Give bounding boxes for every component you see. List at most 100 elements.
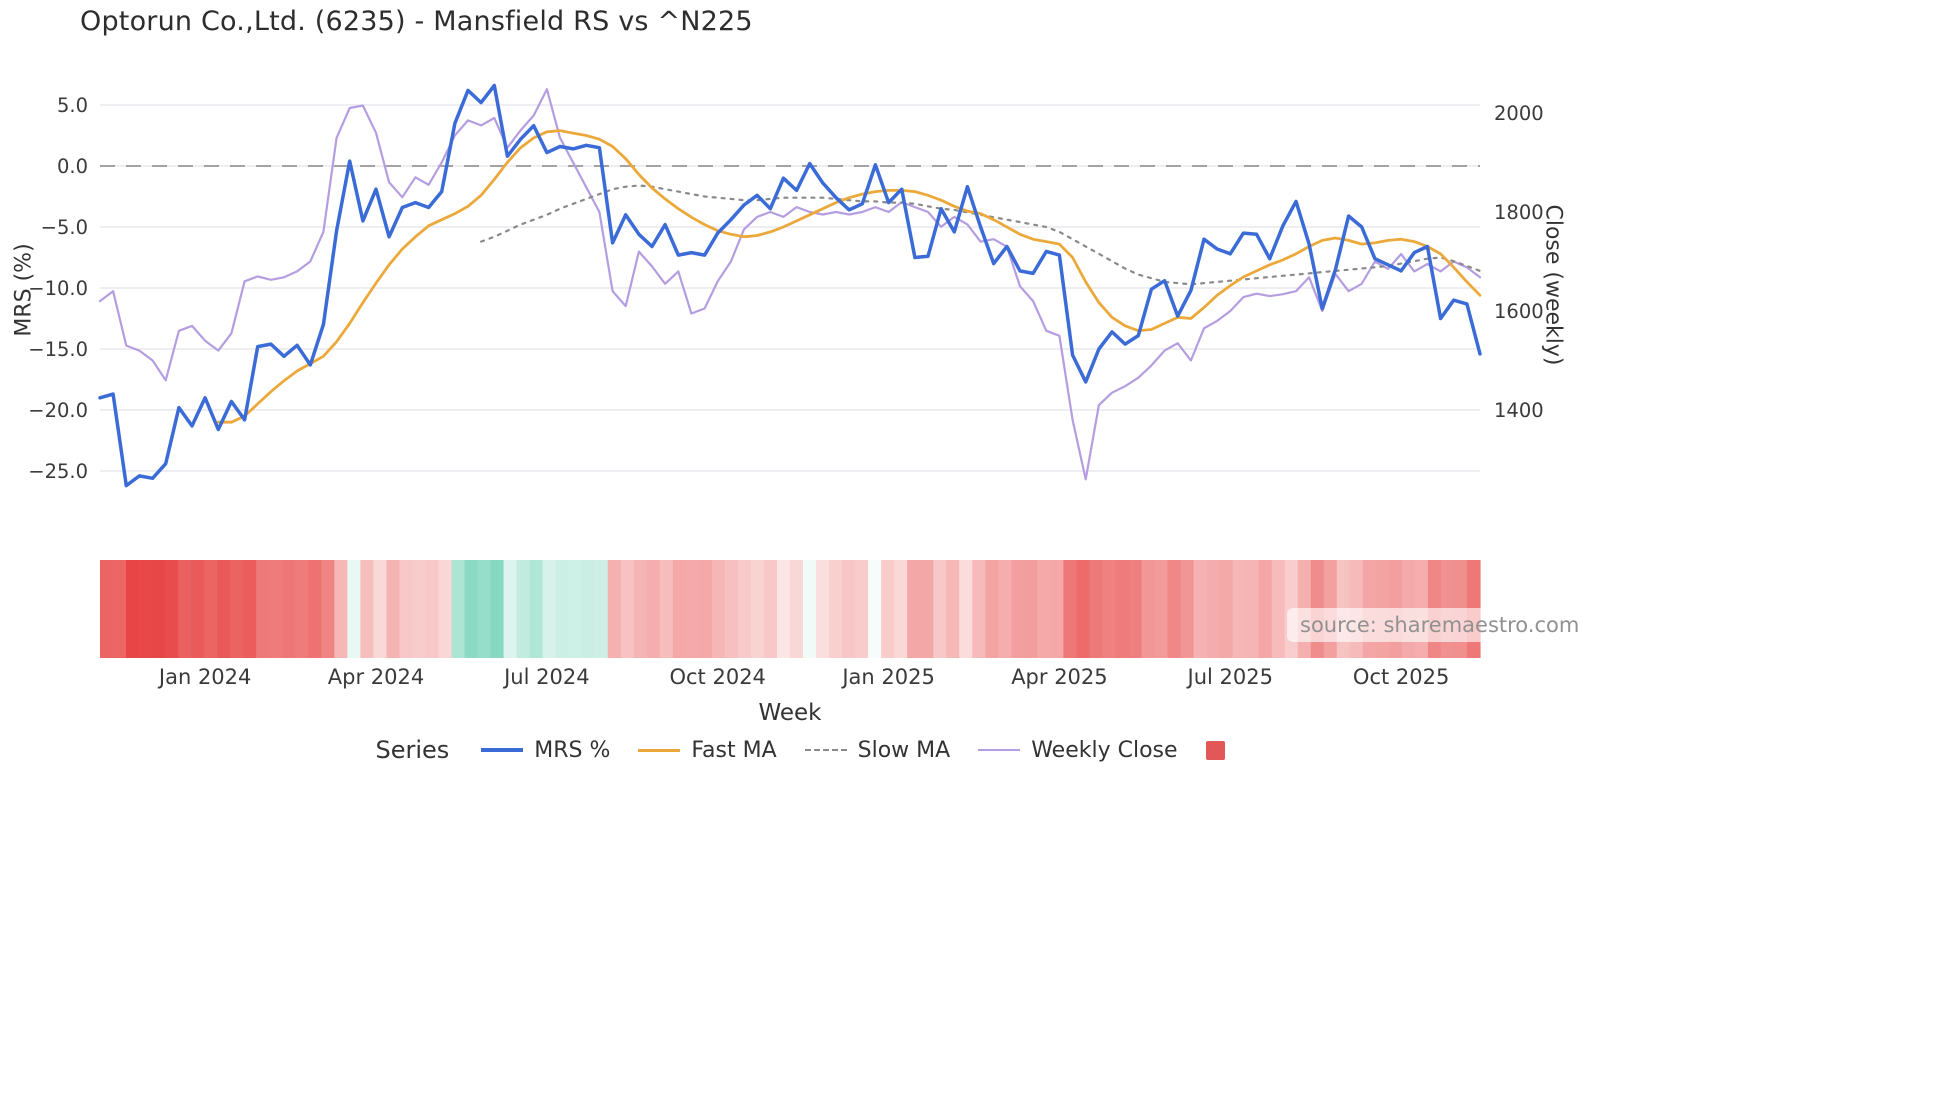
heatmap-cell	[959, 560, 973, 658]
heatmap-cell	[1167, 560, 1182, 658]
heatmap-cell	[412, 560, 427, 658]
heatmap-cell	[152, 560, 166, 658]
left-tick-label: −20.0	[28, 399, 88, 422]
heatmap-cell	[386, 560, 401, 658]
heatmap-cell	[1115, 560, 1130, 658]
left-tick-label: 0.0	[57, 155, 88, 178]
heatmap-cell	[790, 560, 804, 658]
x-axis-title: Week	[758, 700, 822, 726]
heatmap-cell	[633, 560, 648, 658]
heatmap-cell	[607, 560, 622, 658]
legend-item-slow-ma: Slow MA	[804, 737, 951, 763]
heatmap-cell	[516, 560, 531, 658]
heatmap-cell	[724, 560, 739, 658]
heatmap-cell	[1219, 560, 1234, 658]
heatmap-cell	[946, 560, 960, 658]
heatmap-cell	[620, 560, 635, 658]
left-tick-label: 5.0	[57, 94, 88, 117]
heatmap-cell	[347, 560, 361, 658]
line-swatch	[481, 748, 524, 752]
heatmap-cell	[1063, 560, 1078, 658]
source-watermark: source: sharemaestro.com	[1287, 608, 1593, 642]
heatmap-cell	[737, 560, 752, 658]
heatmap-cell	[217, 560, 231, 658]
heatmap-cell	[1180, 560, 1195, 658]
right-tick-label: 1800	[1494, 201, 1544, 224]
heatmap-cell	[1037, 560, 1051, 658]
heatmap-cell	[1141, 560, 1156, 658]
x-tick-label: Jan 2025	[840, 665, 935, 689]
heatmap-cell	[438, 560, 453, 658]
heatmap-cell	[126, 560, 140, 658]
left-tick-label: −15.0	[28, 338, 88, 361]
legend-item-label: Fast MA	[691, 737, 777, 763]
heatmap-cell	[646, 560, 661, 658]
heatmap-cell	[1271, 560, 1286, 658]
heatmap-cell	[191, 560, 205, 658]
heatmap-cell	[894, 560, 908, 658]
heatmap-cell	[490, 560, 505, 658]
legend-title: Series	[375, 736, 450, 764]
heatmap-cell	[113, 560, 127, 658]
heatmap-cell	[477, 560, 492, 658]
heatmap-cell	[230, 560, 244, 658]
heatmap-cell	[451, 560, 466, 658]
heatmap-cell	[1050, 560, 1064, 658]
legend-item-fast-ma: Fast MA	[638, 737, 777, 763]
heatmap-cell	[581, 560, 596, 658]
heatmap-cell	[308, 560, 322, 658]
heatmap-cell	[868, 560, 882, 658]
legend-item-mrs-: MRS %	[481, 738, 610, 763]
heatmap-cell	[998, 560, 1012, 658]
heatmap-cell	[542, 560, 557, 658]
heatmap-cell	[816, 560, 830, 658]
x-tick-label: Apr 2024	[328, 665, 424, 689]
heatmap-cell	[933, 560, 947, 658]
heatmap-cell	[100, 560, 114, 658]
heatmap-cell	[399, 560, 414, 658]
heatmap-cell	[1102, 560, 1117, 658]
left-tick-label: −10.0	[28, 277, 88, 300]
heatmap-cell	[243, 560, 257, 658]
legend-item-heatmap	[1205, 740, 1225, 760]
heatmap-cell	[555, 560, 570, 658]
heatmap-cell	[972, 560, 986, 658]
heatmap-cell	[1024, 560, 1038, 658]
heatmap-cell	[1245, 560, 1260, 658]
legend-item-label: Slow MA	[857, 737, 951, 763]
heatmap-cell	[776, 560, 791, 658]
heatmap-cell	[464, 560, 479, 658]
heatmap-cell	[269, 560, 283, 658]
line-swatch	[638, 748, 681, 752]
heatmap-cell	[1232, 560, 1247, 658]
heatmap-cell	[711, 560, 726, 658]
heatmap-cell	[139, 560, 153, 658]
heatmap-cell	[282, 560, 296, 658]
series-line-slow-ma	[480, 184, 1482, 286]
x-tick-label: Jan 2024	[157, 665, 252, 689]
heatmap-color-swatch	[1205, 740, 1225, 760]
heatmap-cell	[321, 560, 335, 658]
series-line-weekly-close	[98, 88, 1482, 481]
heatmap-cell	[672, 560, 687, 658]
heatmap-cell	[1258, 560, 1273, 658]
heatmap-cell	[204, 560, 218, 658]
x-tick-label: Jul 2025	[1186, 665, 1273, 689]
heatmap-cell	[1076, 560, 1091, 658]
left-tick-label: −5.0	[41, 216, 88, 239]
x-tick-label: Apr 2025	[1011, 665, 1107, 689]
heatmap-cell	[1128, 560, 1143, 658]
heatmap-cell	[842, 560, 856, 658]
heatmap-cell	[594, 560, 609, 658]
heatmap-cell	[920, 560, 934, 658]
heatmap-cell	[750, 560, 765, 658]
heatmap-cell	[1011, 560, 1025, 658]
left-tick-label: −25.0	[28, 460, 88, 483]
heatmap-cell	[295, 560, 309, 658]
heatmap-cell	[165, 560, 179, 658]
heatmap-cell	[907, 560, 921, 658]
heatmap-cell	[425, 560, 440, 658]
heatmap-cell	[803, 560, 817, 658]
heatmap-cell	[568, 560, 583, 658]
